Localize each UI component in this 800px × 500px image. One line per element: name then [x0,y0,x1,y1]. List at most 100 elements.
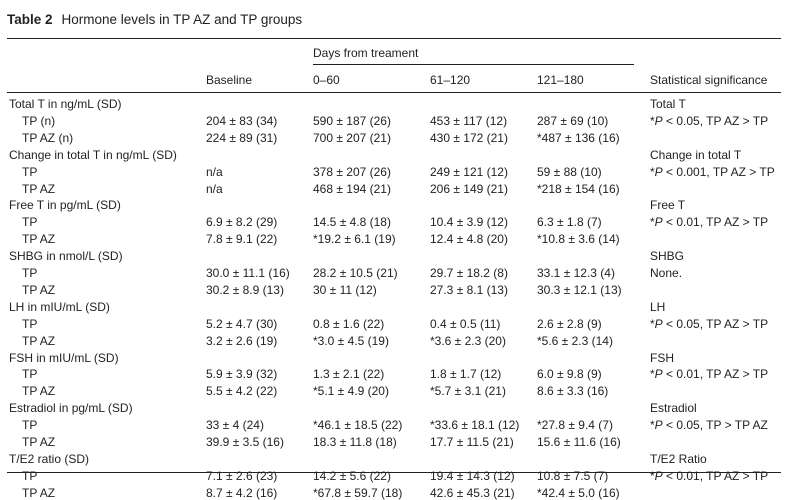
row-label: TP AZ [22,181,56,196]
value-days-0-60: *19.2 ± 6.1 (19) [313,232,396,247]
value-days-61-120: 10.4 ± 3.9 (12) [430,215,508,230]
value-baseline: 5.9 ± 3.9 (32) [206,367,278,382]
significance-marker: * [650,468,655,483]
row-label: TP [22,418,38,433]
value-days-0-60: 700 ± 207 (21) [313,130,391,145]
significance-title: T/E2 Ratio [650,451,707,466]
col-header-baseline: Baseline [206,73,253,87]
value-days-0-60: 18.3 ± 11.8 (18) [313,435,397,449]
value-days-121-180: 287 ± 69 (10) [537,113,609,128]
value-baseline: 8.7 ± 4.2 (16) [206,485,278,500]
significance-result: None. [650,266,682,280]
significance-title: Total T [650,97,686,111]
header-rule [7,92,781,93]
value-baseline: 3.2 ± 2.6 (19) [206,333,278,348]
significance-title: Change in total T [650,147,742,162]
significance-text: < 0.05, TP AZ > TP [662,113,769,128]
value-days-0-60: 30 ± 11 (12) [313,282,377,297]
row-label: TP AZ [22,384,56,399]
significance-title: FSH [650,350,674,365]
section-heading: SHBG in nmol/L (SD) [9,249,123,264]
value-days-121-180: *42.4 ± 5.0 (16) [537,485,620,500]
value-baseline: 5.2 ± 4.7 (30) [206,316,278,331]
value-days-121-180: 33.1 ± 12.3 (4) [537,266,615,280]
col-header-61-120: 61–120 [430,73,471,87]
significance-title: LH [650,299,666,314]
value-days-61-120: 17.7 ± 11.5 (21) [430,435,514,449]
value-baseline: 224 ± 89 (31) [206,130,278,145]
value-days-121-180: *218 ± 154 (16) [537,181,620,196]
significance-p: P [654,215,663,230]
value-days-0-60: *5.1 ± 4.9 (20) [313,384,389,399]
table-label: Table 2 [7,12,53,27]
value-days-0-60: 14.5 ± 4.8 (18) [313,215,391,230]
value-baseline: 30.2 ± 8.9 (13) [206,282,284,297]
value-days-0-60: 28.2 ± 10.5 (21) [313,266,398,280]
section-heading: Change in total T in ng/mL (SD) [9,147,177,162]
significance-title: Free T [650,198,686,213]
significance-result: *P < 0.01, TP AZ > TP [650,215,768,229]
significance-title: Estradiol [650,401,697,416]
significance-text: < 0.05, TP AZ > TP [662,316,769,331]
value-baseline: 6.9 ± 8.2 (29) [206,215,278,230]
value-days-61-120: 12.4 ± 4.8 (20) [430,232,508,247]
top-rule [7,38,781,39]
value-days-0-60: 590 ± 187 (26) [313,113,391,128]
section-heading: LH in mIU/mL (SD) [9,299,110,314]
span-header-rule [313,64,634,65]
value-days-0-60: 0.8 ± 1.6 (22) [313,316,385,331]
value-days-121-180: *10.8 ± 3.6 (14) [537,232,620,247]
significance-result: *P < 0.01, TP AZ > TP [650,367,768,381]
value-days-61-120: 29.7 ± 18.2 (8) [430,266,508,280]
row-label: TP [22,164,38,179]
value-baseline: 7.8 ± 9.1 (22) [206,232,278,247]
significance-text: None. [650,266,683,280]
value-days-121-180: 59 ± 88 (10) [537,164,602,179]
value-days-61-120: 42.6 ± 45.3 (21) [430,485,515,500]
col-header-0-60: 0–60 [313,73,340,87]
value-days-61-120: 249 ± 121 (12) [430,164,508,179]
row-label: TP [22,215,38,230]
value-days-0-60: *46.1 ± 18.5 (22) [313,418,403,433]
value-baseline: 33 ± 4 (24) [206,418,264,433]
value-days-121-180: *27.8 ± 9.4 (7) [537,418,613,433]
significance-text: < 0.01, TP AZ > TP [662,215,769,230]
span-header: Days from treament [313,46,419,60]
row-label: TP AZ [22,232,56,247]
value-days-61-120: 1.8 ± 1.7 (12) [430,367,502,382]
section-heading: T/E2 ratio (SD) [9,451,90,466]
section-heading: Free T in pg/mL (SD) [9,198,121,213]
value-days-121-180: *5.6 ± 2.3 (14) [537,333,613,348]
value-days-121-180: 15.6 ± 11.6 (16) [537,435,621,449]
significance-result: *P < 0.001, TP AZ > TP [650,165,775,179]
bottom-rule [7,472,781,473]
significance-result: *P < 0.05, TP AZ > TP [650,317,768,331]
value-days-121-180: 6.0 ± 9.8 (9) [537,367,602,382]
row-label: TP [22,266,38,280]
row-label: TP [22,316,38,331]
significance-result: *P < 0.05, TP AZ > TP [650,114,768,128]
significance-title: SHBG [650,249,685,264]
value-days-121-180: 6.3 ± 1.8 (7) [537,215,602,230]
row-label: TP AZ (n) [22,130,74,145]
significance-marker: * [650,316,655,331]
row-label: TP AZ [22,282,56,297]
section-heading: Total T in ng/mL (SD) [9,97,122,111]
value-days-61-120: 27.3 ± 8.1 (13) [430,282,508,297]
significance-marker: * [650,215,655,230]
value-days-0-60: *67.8 ± 59.7 (18) [313,485,403,500]
value-days-61-120: 206 ± 149 (21) [430,181,508,196]
significance-p: P [654,468,663,483]
value-days-121-180: 8.6 ± 3.3 (16) [537,384,609,399]
value-baseline: 5.5 ± 4.2 (22) [206,384,278,399]
section-heading: FSH in mIU/mL (SD) [9,350,119,365]
value-days-0-60: 378 ± 207 (26) [313,164,391,179]
table-title: Hormone levels in TP AZ and TP groups [61,12,303,27]
value-baseline: 39.9 ± 3.5 (16) [206,435,284,449]
significance-p: P [654,113,663,128]
row-label: TP (n) [22,113,56,128]
significance-marker: * [650,113,655,128]
value-baseline: n/a [206,181,223,196]
significance-p: P [654,418,663,433]
row-label: TP AZ [22,435,56,449]
